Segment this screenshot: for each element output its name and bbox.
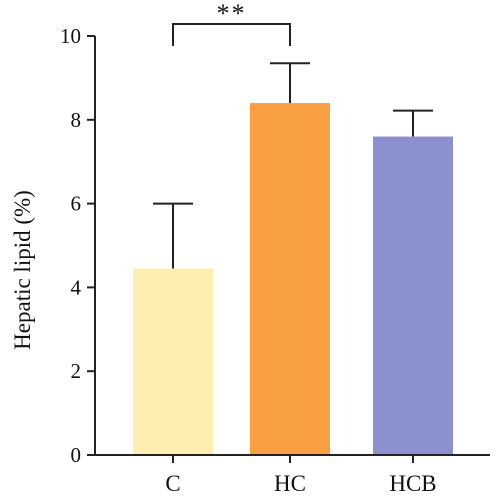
y-tick-label-0: 0 <box>71 443 82 467</box>
y-tick-label-2: 2 <box>71 359 82 383</box>
y-tick-label-4: 4 <box>71 275 82 299</box>
y-tick-label-6: 6 <box>71 192 82 216</box>
bar-hc <box>250 103 330 455</box>
x-tick-label-c: C <box>165 471 180 496</box>
y-axis-title: Hepatic lipid (%) <box>10 190 35 350</box>
significance-bracket <box>172 23 291 46</box>
x-tick-label-hcb: HCB <box>389 471 436 496</box>
x-tick-label-hc: HC <box>274 471 306 496</box>
bar-hcb <box>373 136 453 455</box>
bar-c <box>133 268 213 455</box>
y-tick-label-10: 10 <box>60 24 81 48</box>
significance-label: ** <box>217 0 247 28</box>
plot-area: C HC HCB 0 2 4 6 8 10 ** <box>60 0 490 496</box>
y-tick-label-8: 8 <box>71 108 82 132</box>
